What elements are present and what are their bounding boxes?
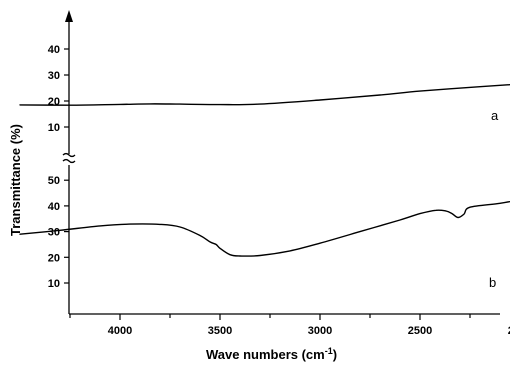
curve-label-b: b — [489, 275, 496, 290]
upper-y-tick-label: 20 — [48, 96, 60, 108]
x-axis-title-close: ) — [333, 347, 337, 362]
x-tick-label: 3000 — [308, 325, 332, 337]
spectrum-curve-b — [19, 200, 510, 257]
spectrum-curve-a — [19, 84, 510, 106]
x-tick-label: 3500 — [208, 325, 232, 337]
y-axis-arrowhead — [65, 10, 73, 22]
lower-y-tick-label: 50 — [48, 175, 60, 187]
curves — [19, 84, 510, 257]
upper-y-tick-label: 40 — [48, 44, 60, 56]
lower-y-tick-label: 40 — [48, 201, 60, 213]
x-tick-label: 2000 — [508, 325, 510, 337]
x-axis-title-superscript: -1 — [325, 346, 333, 356]
x-tick-label: 2500 — [408, 325, 432, 337]
curve-label-a: a — [491, 108, 499, 123]
ticks: 1020304010203040504000350030002500200015… — [48, 44, 510, 337]
upper-y-tick-label: 10 — [48, 122, 60, 134]
axis-break-mark — [62, 152, 76, 164]
x-axis-title-main: Wave numbers (cm — [206, 347, 325, 362]
x-tick-label: 4000 — [108, 325, 132, 337]
y-axis-title: Transmittance (%) — [8, 124, 23, 236]
lower-y-tick-label: 20 — [48, 252, 60, 264]
upper-y-tick-label: 30 — [48, 70, 60, 82]
axes — [62, 10, 500, 315]
lower-y-tick-label: 30 — [48, 227, 60, 239]
x-axis-title: Wave numbers (cm-1) — [206, 346, 337, 362]
lower-y-tick-label: 10 — [48, 278, 60, 290]
